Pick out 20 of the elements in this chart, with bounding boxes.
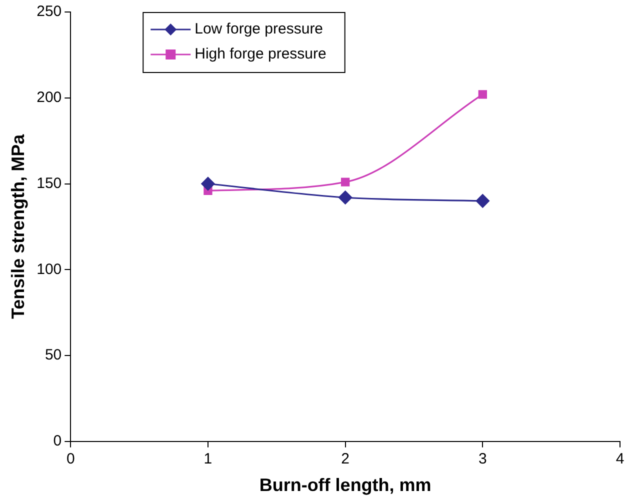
- point: [338, 190, 352, 204]
- x-tick-label: 0: [66, 450, 75, 468]
- x-axis-title: Burn-off length, mm: [259, 475, 432, 496]
- y-axis-title: Tensile strength, MPa: [8, 133, 28, 320]
- x-tick-label: 2: [341, 450, 350, 468]
- point: [340, 178, 350, 186]
- y-tick-label: 150: [36, 174, 62, 192]
- point: [478, 90, 487, 99]
- legend-label: Low forge pressure: [194, 20, 324, 38]
- point: [201, 176, 215, 191]
- x-tick-label: 1: [204, 450, 212, 468]
- x-tick-label: 3: [478, 450, 487, 468]
- x-tick-label: 4: [616, 450, 624, 468]
- legend-label: High forge pressure: [194, 46, 326, 63]
- point: [476, 194, 490, 208]
- y-tick-label: 250: [36, 3, 62, 20]
- y-tick-label: 200: [36, 89, 62, 106]
- y-tick-label: 100: [36, 260, 62, 278]
- y-tick-label: 0: [53, 432, 62, 450]
- y-tick-label: 50: [44, 346, 62, 364]
